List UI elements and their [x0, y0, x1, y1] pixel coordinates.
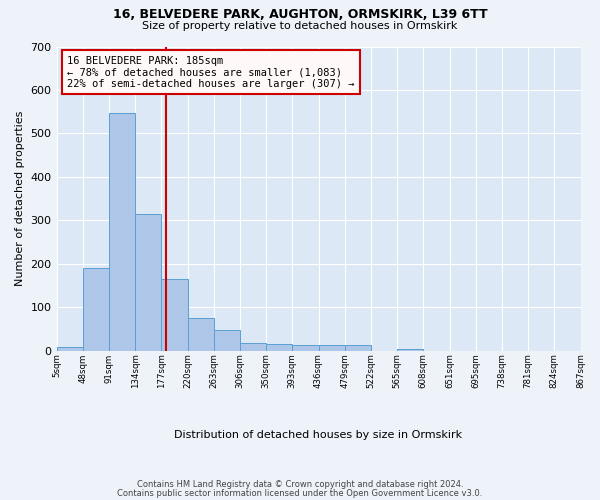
Text: 16, BELVEDERE PARK, AUGHTON, ORMSKIRK, L39 6TT: 16, BELVEDERE PARK, AUGHTON, ORMSKIRK, L…	[113, 8, 487, 20]
Bar	[292, 345, 319, 350]
Bar	[135, 214, 161, 350]
Text: Contains public sector information licensed under the Open Government Licence v3: Contains public sector information licen…	[118, 490, 482, 498]
Text: Contains HM Land Registry data © Crown copyright and database right 2024.: Contains HM Land Registry data © Crown c…	[137, 480, 463, 489]
Bar	[266, 344, 292, 350]
Bar	[83, 268, 109, 350]
Bar	[56, 347, 83, 350]
Bar	[161, 279, 188, 350]
Bar	[109, 112, 135, 350]
Text: Size of property relative to detached houses in Ormskirk: Size of property relative to detached ho…	[142, 21, 458, 31]
Y-axis label: Number of detached properties: Number of detached properties	[15, 111, 25, 286]
Bar	[240, 343, 266, 350]
Bar	[214, 330, 240, 350]
Text: 16 BELVEDERE PARK: 185sqm
← 78% of detached houses are smaller (1,083)
22% of se: 16 BELVEDERE PARK: 185sqm ← 78% of detac…	[67, 56, 355, 89]
Bar	[319, 346, 345, 350]
Bar	[345, 346, 371, 350]
X-axis label: Distribution of detached houses by size in Ormskirk: Distribution of detached houses by size …	[175, 430, 463, 440]
Bar	[188, 318, 214, 350]
Bar	[397, 348, 424, 350]
